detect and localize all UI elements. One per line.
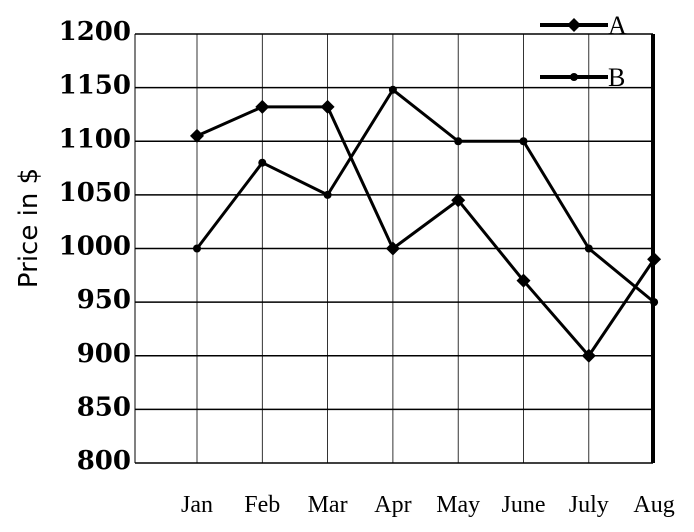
series-b-point: [193, 244, 201, 253]
legend: AB: [540, 11, 627, 92]
x-tick-label: Aug: [633, 492, 674, 518]
series-a: [190, 99, 662, 363]
series-a-point: [516, 273, 531, 288]
legend-a-marker: [567, 18, 581, 32]
series-b: [193, 85, 659, 307]
y-tick-label: 1200: [59, 17, 131, 47]
legend-b-label: B: [608, 63, 625, 92]
y-tick-label: 1150: [59, 71, 131, 101]
y-tick-label: 800: [77, 446, 131, 476]
series-a-line: [196, 105, 656, 358]
series-b-point: [650, 298, 659, 307]
x-tick-label: May: [436, 492, 480, 518]
y-axis-label: Price in $: [14, 168, 44, 288]
x-tick-label: Mar: [308, 492, 348, 518]
x-tick-label: June: [502, 492, 546, 518]
y-axis-ticks: 800 850 900 950 1000 1050 1100 1150 1200: [59, 17, 131, 476]
series-layer: [190, 85, 662, 363]
legend-b-marker: [570, 73, 578, 81]
series-a-point: [255, 99, 270, 114]
series-b-point: [584, 244, 593, 253]
y-tick-label: 1000: [59, 232, 131, 262]
y-tick-label: 900: [77, 339, 131, 369]
series-b-point: [454, 137, 463, 146]
series-b-point: [258, 158, 267, 167]
series-b-point: [519, 137, 528, 146]
y-tick-label: 950: [77, 285, 131, 315]
x-tick-label: July: [569, 492, 609, 518]
series-a-point: [190, 128, 204, 143]
x-axis-ticks: Jan Feb Mar Apr May June July Aug: [181, 492, 675, 518]
legend-a-label: A: [608, 11, 627, 40]
y-tick-label: 1050: [59, 178, 131, 208]
y-tick-label: 850: [77, 392, 131, 422]
series-b-point: [388, 85, 397, 94]
series-a-point: [385, 241, 400, 256]
x-tick-label: Apr: [374, 492, 411, 518]
x-tick-label: Feb: [244, 492, 280, 518]
series-a-point: [581, 348, 596, 363]
series-b-point: [323, 190, 332, 199]
y-tick-label: 1100: [59, 124, 131, 154]
series-a-point: [320, 99, 335, 114]
series-b-line: [195, 88, 656, 304]
series-a-point: [451, 193, 466, 208]
series-a-point: [647, 252, 662, 267]
x-tick-label: Jan: [181, 492, 213, 518]
